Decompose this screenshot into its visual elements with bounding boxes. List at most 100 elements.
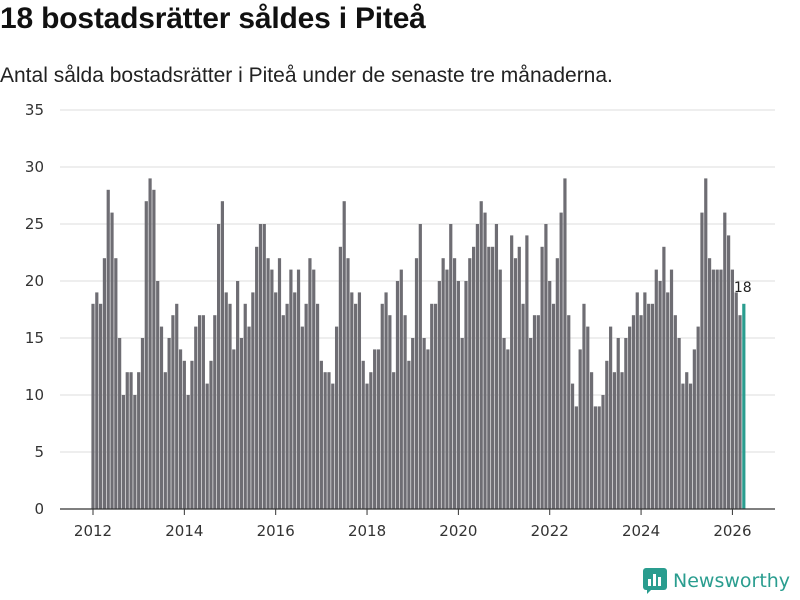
x-tick-label: 2018 xyxy=(348,522,386,540)
bar xyxy=(418,224,422,509)
bar xyxy=(430,303,434,509)
y-tick-label: 30 xyxy=(25,158,44,176)
bar xyxy=(692,349,696,509)
bar xyxy=(643,292,647,509)
bar xyxy=(582,303,586,509)
bar xyxy=(266,258,270,509)
bar xyxy=(650,303,655,509)
bar xyxy=(346,258,350,509)
bar xyxy=(91,303,95,509)
bar xyxy=(167,338,171,509)
bar xyxy=(365,383,369,509)
bar xyxy=(194,326,198,509)
bar xyxy=(186,395,190,509)
bar xyxy=(414,258,419,509)
bar xyxy=(361,360,365,509)
bar xyxy=(205,383,209,509)
bar xyxy=(669,269,674,509)
bar xyxy=(178,349,183,509)
data-label-last: 18 xyxy=(734,280,752,296)
bar xyxy=(631,315,636,509)
bar xyxy=(544,224,548,509)
bar xyxy=(449,224,453,509)
bar xyxy=(513,258,518,509)
bar xyxy=(620,372,624,509)
bar xyxy=(312,269,316,509)
bar xyxy=(327,372,331,509)
bar xyxy=(102,258,107,509)
bar xyxy=(589,372,594,509)
bar xyxy=(578,349,582,509)
bar xyxy=(593,406,597,509)
bar xyxy=(300,326,304,509)
bar xyxy=(99,303,103,509)
bar xyxy=(369,372,373,509)
bar xyxy=(262,224,266,509)
bar xyxy=(727,235,731,509)
bar xyxy=(445,269,449,509)
bar xyxy=(734,292,738,509)
bar xyxy=(704,178,708,509)
bar xyxy=(277,258,282,509)
bar xyxy=(498,269,502,509)
bar xyxy=(529,338,533,509)
bar xyxy=(247,326,251,509)
bar xyxy=(121,395,126,509)
bar xyxy=(399,269,403,509)
bar xyxy=(586,326,590,509)
bar xyxy=(403,315,407,509)
bar xyxy=(502,338,506,509)
bar xyxy=(460,338,464,509)
bar xyxy=(388,315,392,509)
bar xyxy=(540,246,544,510)
bar-highlight xyxy=(742,303,746,509)
bar xyxy=(228,303,232,509)
bar xyxy=(707,258,712,509)
bar xyxy=(331,383,335,509)
bar xyxy=(491,246,495,510)
x-tick-label: 2024 xyxy=(622,522,660,540)
bar xyxy=(182,360,186,509)
bar xyxy=(190,360,194,509)
bar xyxy=(494,224,499,509)
bar xyxy=(711,269,715,509)
bar xyxy=(209,360,213,509)
bar xyxy=(723,212,727,509)
bar xyxy=(597,406,601,509)
bar xyxy=(696,326,700,509)
bar xyxy=(468,258,472,509)
bar xyxy=(407,360,411,509)
bar xyxy=(479,201,483,509)
bar xyxy=(285,303,289,509)
bar xyxy=(437,281,441,509)
bar xyxy=(616,338,620,509)
bar xyxy=(373,349,377,509)
bar xyxy=(685,372,689,509)
bar xyxy=(106,189,110,510)
y-tick-label: 25 xyxy=(25,215,44,233)
bar xyxy=(605,360,609,509)
y-tick-label: 10 xyxy=(25,386,44,404)
bar xyxy=(163,372,167,509)
bar xyxy=(452,258,457,509)
bar xyxy=(144,201,148,509)
newsworthy-logo-icon xyxy=(643,568,667,594)
bar xyxy=(639,315,643,509)
bar xyxy=(171,315,175,509)
bar xyxy=(289,269,293,509)
bar xyxy=(270,269,274,509)
bar xyxy=(110,212,114,509)
bar xyxy=(563,178,567,509)
bar xyxy=(137,372,141,509)
bar xyxy=(323,372,327,509)
bar xyxy=(95,292,99,509)
bar xyxy=(487,246,491,510)
bar xyxy=(239,338,244,509)
bar xyxy=(612,372,617,509)
bar xyxy=(315,303,320,509)
bar xyxy=(334,326,339,509)
bar xyxy=(525,235,529,509)
bar xyxy=(251,292,255,509)
bar xyxy=(475,224,480,509)
